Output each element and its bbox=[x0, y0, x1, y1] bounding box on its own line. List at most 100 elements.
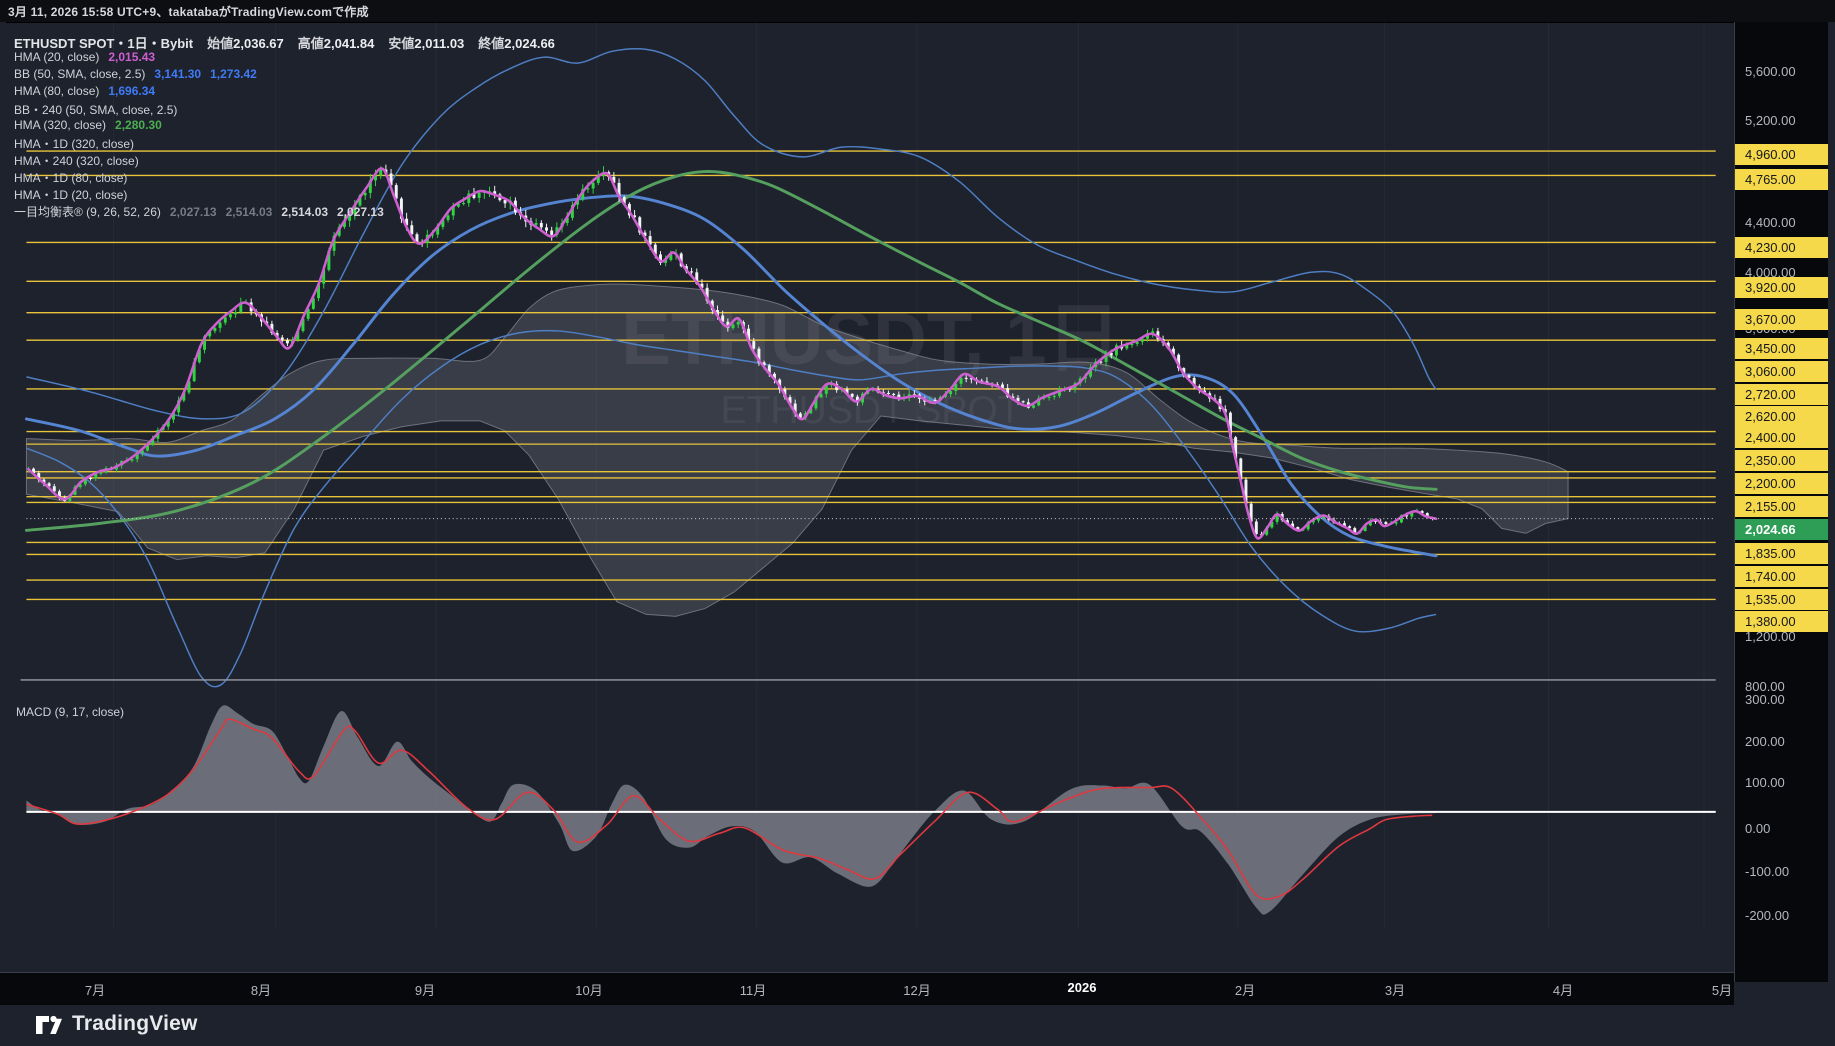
hma320-line bbox=[24, 170, 1438, 532]
indicator-label: HMA・1D (20, close) bbox=[14, 188, 128, 202]
symbol-title: ETHUSDT SPOT・1日・Bybit bbox=[14, 36, 194, 51]
price-level-label: 3,920.00 bbox=[1735, 276, 1828, 298]
price-level-label: 1,740.00 bbox=[1735, 565, 1828, 587]
brand-name: TradingView bbox=[72, 1012, 198, 1035]
indicator-value: 2,514.03 bbox=[225, 205, 273, 219]
indicator-row[interactable]: BB (50, SMA, close, 2.5) 3,141.30 1,273.42 bbox=[14, 67, 257, 81]
price-tick-label: 5,600.00 bbox=[1745, 64, 1796, 79]
indicator-label: BB (50, SMA, close, 2.5) bbox=[14, 67, 146, 81]
ohlc-label: 終値 bbox=[478, 36, 505, 51]
macd-signal-line bbox=[26, 718, 1433, 900]
indicator-row[interactable]: HMA・1D (80, close) bbox=[14, 169, 127, 186]
ichimoku-cloud bbox=[25, 283, 1569, 617]
hma80-line bbox=[24, 194, 1438, 558]
price-level-label: 1,380.00 bbox=[1735, 610, 1828, 632]
indicator-label: HMA・1D (320, close) bbox=[14, 137, 135, 151]
time-tick-label: 5月 bbox=[1711, 983, 1733, 998]
time-axis[interactable]: 7月 8月 9月 10月 11月 12月 2026 2月 3月 4月 5月 bbox=[0, 972, 1734, 1005]
footer-bar: TradingView bbox=[0, 1004, 1835, 1046]
price-level-label: 2,155.00 bbox=[1735, 495, 1828, 517]
right-margin bbox=[1827, 22, 1835, 982]
indicator-row[interactable]: HMA・1D (320, close) bbox=[14, 135, 134, 152]
time-tick-label: 10月 bbox=[575, 983, 603, 998]
price-level-label: 1,835.00 bbox=[1735, 542, 1828, 564]
indicator-label: HMA (80, close) bbox=[14, 84, 100, 98]
current-price-label: 2,024.66 bbox=[1735, 518, 1828, 540]
ohlc-label: 安値 bbox=[388, 36, 415, 51]
price-level-label: 3,670.00 bbox=[1735, 308, 1828, 330]
hma20-line bbox=[27, 167, 1438, 540]
indicator-row[interactable]: HMA (80, close) 1,696.34 bbox=[14, 84, 155, 98]
price-tick-label: 5,200.00 bbox=[1745, 113, 1796, 128]
price-level-label: 2,720.00 bbox=[1735, 383, 1828, 405]
time-tick-label: 2月 bbox=[1234, 983, 1256, 998]
indicator-label: HMA (320, close) bbox=[14, 118, 107, 132]
price-level-label: 4,230.00 bbox=[1735, 236, 1828, 258]
price-level-label: 1,535.00 bbox=[1735, 588, 1828, 610]
bb_lower-line bbox=[26, 329, 1437, 688]
indicator-label: HMA・240 (320, close) bbox=[14, 154, 139, 168]
indicator-value: 2,514.03 bbox=[281, 205, 329, 219]
price-level-label: 2,620.00 bbox=[1735, 405, 1828, 427]
time-tick-label: 11月 bbox=[739, 983, 767, 998]
macd-legend[interactable]: MACD (9, 17, close) bbox=[16, 705, 125, 719]
price-tick-label: 4,000.00 bbox=[1745, 265, 1796, 280]
ohlc-value: 2,024.66 bbox=[504, 36, 555, 51]
ohlc-value: 2,036.67 bbox=[233, 36, 284, 51]
ohlc-label: 高値 bbox=[297, 36, 324, 51]
price-level-label: 2,400.00 bbox=[1735, 426, 1828, 448]
time-tick-label: 12月 bbox=[903, 983, 931, 998]
price-tick-label: -100.00 bbox=[1745, 864, 1790, 879]
indicator-value: 2,027.13 bbox=[169, 205, 217, 219]
indicator-label: BB・240 (50, SMA, close, 2.5) bbox=[14, 103, 178, 117]
price-tick-label: 4,400.00 bbox=[1745, 215, 1796, 230]
indicator-value: 1,273.42 bbox=[210, 67, 257, 81]
indicator-row[interactable]: 一目均衡表® (9, 26, 52, 26) 2,027.13 2,514.03 2,… bbox=[14, 203, 384, 220]
price-tick-label: 800.00 bbox=[1745, 679, 1785, 694]
price-tick-label: 100.00 bbox=[1745, 775, 1785, 790]
watermark-subtitle: ETHUSDT SPOT bbox=[720, 389, 1021, 432]
indicator-value: 3,141.30 bbox=[154, 67, 202, 81]
ohlc-value: 2,041.84 bbox=[323, 36, 375, 51]
time-tick-label: 3月 bbox=[1384, 983, 1406, 998]
horizontal-price-lines bbox=[26, 150, 1716, 601]
indicator-row[interactable]: HMA (320, close) 2,280.30 bbox=[14, 118, 162, 132]
indicator-row[interactable]: BB・240 (50, SMA, close, 2.5) bbox=[14, 101, 177, 118]
price-axis[interactable]: 5,600.005,200.004,400.004,000.003,600.00… bbox=[1734, 22, 1828, 982]
ohlc-label: 始値 bbox=[207, 36, 234, 51]
price-level-label: 3,450.00 bbox=[1735, 337, 1828, 359]
indicator-label: 一目均衡表® (9, 26, 52, 26) bbox=[14, 205, 161, 219]
price-tick-label: 300.00 bbox=[1745, 692, 1785, 707]
price-level-label: 4,765.00 bbox=[1735, 168, 1828, 190]
indicator-row[interactable]: HMA・240 (320, close) bbox=[14, 152, 139, 169]
indicator-row[interactable]: HMA (20, close) 2,015.43 bbox=[14, 50, 155, 64]
price-tick-label: -200.00 bbox=[1745, 908, 1790, 923]
indicator-label: HMA・1D (80, close) bbox=[14, 171, 128, 185]
snapshot-toolbar: 3月 11, 2026 15:58 UTC+9、takatabaがTrading… bbox=[0, 0, 1835, 23]
macd-histogram-area bbox=[26, 705, 1437, 915]
indicator-value: 2,027.13 bbox=[337, 205, 384, 219]
indicator-value: 2,015.43 bbox=[108, 50, 156, 64]
time-tick-label: 9月 bbox=[414, 983, 436, 998]
ohlc-value: 2,011.03 bbox=[414, 36, 465, 51]
left-margin bbox=[0, 22, 6, 982]
bb_upper-line bbox=[26, 48, 1437, 420]
price-tick-label: 200.00 bbox=[1745, 734, 1785, 749]
indicator-value: 1,696.34 bbox=[108, 84, 156, 98]
price-level-label: 2,200.00 bbox=[1735, 472, 1828, 494]
snapshot-caption: 3月 11, 2026 15:58 UTC+9、takatabaがTrading… bbox=[8, 5, 369, 19]
time-tick-label: 7月 bbox=[84, 983, 106, 998]
price-tick-label: 0.00 bbox=[1745, 821, 1771, 836]
symbol-description[interactable]: ETHUSDT SPOT・1日・Bybit 始値2,036.67 高値2,041.8… bbox=[14, 33, 555, 52]
price-level-label: 3,060.00 bbox=[1735, 360, 1828, 382]
time-tick-label: 8月 bbox=[250, 983, 272, 998]
time-tick-label: 2026 bbox=[1067, 980, 1097, 995]
indicator-row[interactable]: HMA・1D (20, close) bbox=[14, 186, 127, 203]
time-tick-label: 4月 bbox=[1552, 983, 1574, 998]
price-level-label: 4,960.00 bbox=[1735, 143, 1828, 165]
indicator-value: 2,280.30 bbox=[115, 118, 162, 132]
price-tick-label: 1,200.00 bbox=[1745, 629, 1796, 644]
